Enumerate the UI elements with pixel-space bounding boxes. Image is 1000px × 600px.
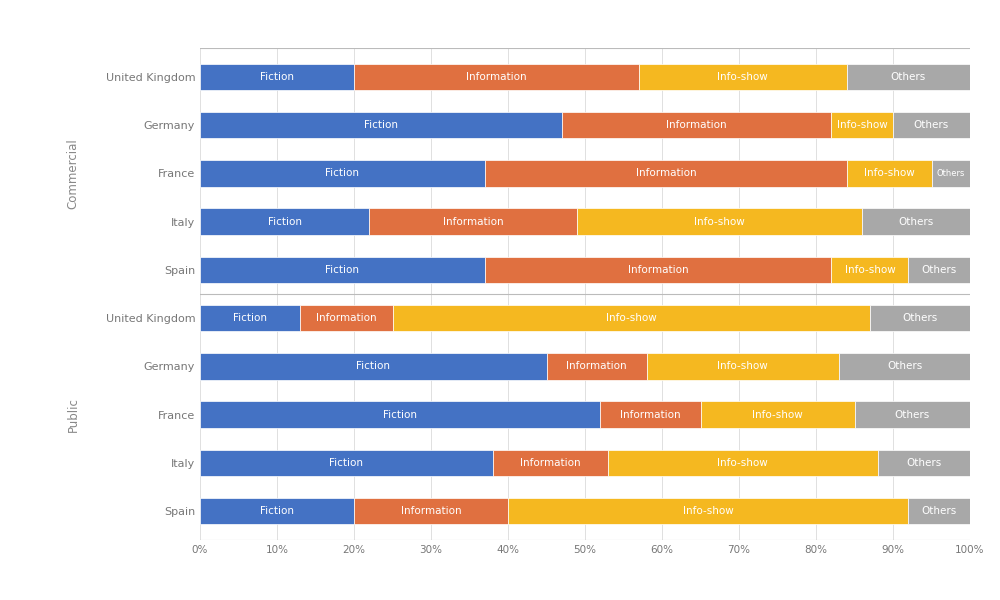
Bar [932,160,970,187]
Text: Others: Others [902,313,938,323]
Bar [485,160,847,187]
Text: Information: Information [520,458,581,468]
Text: Others: Others [914,120,949,130]
Bar [200,353,546,380]
Bar [870,305,970,331]
Bar [831,112,893,139]
Bar [200,257,485,283]
Bar [647,353,839,380]
Text: Information: Information [666,120,727,130]
Bar [200,64,354,90]
Text: Others: Others [922,506,957,516]
Text: Others: Others [887,361,922,371]
Text: Others: Others [937,169,965,178]
Text: Others: Others [891,72,926,82]
Text: Fiction: Fiction [356,361,390,371]
Text: Info-show: Info-show [606,313,657,323]
Text: Information: Information [620,410,681,419]
Bar [908,498,970,524]
Text: Fiction: Fiction [268,217,302,227]
Bar [354,64,639,90]
Bar [908,257,970,283]
Bar [639,64,847,90]
Bar [300,305,392,331]
Bar [546,353,647,380]
Bar [878,449,970,476]
Text: Others: Others [895,410,930,419]
Bar [493,449,608,476]
Text: Others: Others [898,217,934,227]
Text: Info-show: Info-show [752,410,803,419]
Text: Information: Information [628,265,688,275]
Bar [854,401,970,428]
Text: Info-show: Info-show [837,120,888,130]
Bar [354,498,508,524]
Bar [508,498,908,524]
Text: Fiction: Fiction [325,265,359,275]
Text: Fiction: Fiction [260,72,294,82]
Text: Information: Information [316,313,377,323]
Text: Fiction: Fiction [260,506,294,516]
Bar [862,208,970,235]
Bar [893,112,970,139]
Text: Information: Information [466,72,527,82]
Text: Info-show: Info-show [864,169,915,178]
Text: Fiction: Fiction [383,410,417,419]
Bar [600,401,701,428]
Text: Fiction: Fiction [329,458,363,468]
Bar [847,160,932,187]
Text: Info-show: Info-show [683,506,734,516]
Bar [369,208,577,235]
Bar [831,257,908,283]
Bar [485,257,831,283]
Text: Info-show: Info-show [694,217,745,227]
Text: Others: Others [906,458,941,468]
Bar [577,208,862,235]
Bar [608,449,878,476]
Bar [392,305,870,331]
Text: Information: Information [443,217,504,227]
Text: Info-show: Info-show [717,72,768,82]
Bar [200,401,600,428]
Text: Others: Others [922,265,957,275]
Text: Public: Public [66,397,79,432]
Bar [200,208,369,235]
Text: Info-show: Info-show [717,361,768,371]
Bar [200,112,562,139]
Text: Info-show: Info-show [717,458,768,468]
Bar [847,64,970,90]
Bar [700,401,854,428]
Text: Information: Information [566,361,627,371]
Bar [200,449,493,476]
Text: Fiction: Fiction [233,313,267,323]
Text: Information: Information [401,506,461,516]
Bar [839,353,970,380]
Text: Commercial: Commercial [66,138,79,209]
Text: Fiction: Fiction [325,169,359,178]
Bar [562,112,831,139]
Bar [200,160,485,187]
Text: Fiction: Fiction [364,120,398,130]
Text: Information: Information [636,169,696,178]
Bar [200,305,300,331]
Bar [200,498,354,524]
Text: Info-show: Info-show [845,265,895,275]
